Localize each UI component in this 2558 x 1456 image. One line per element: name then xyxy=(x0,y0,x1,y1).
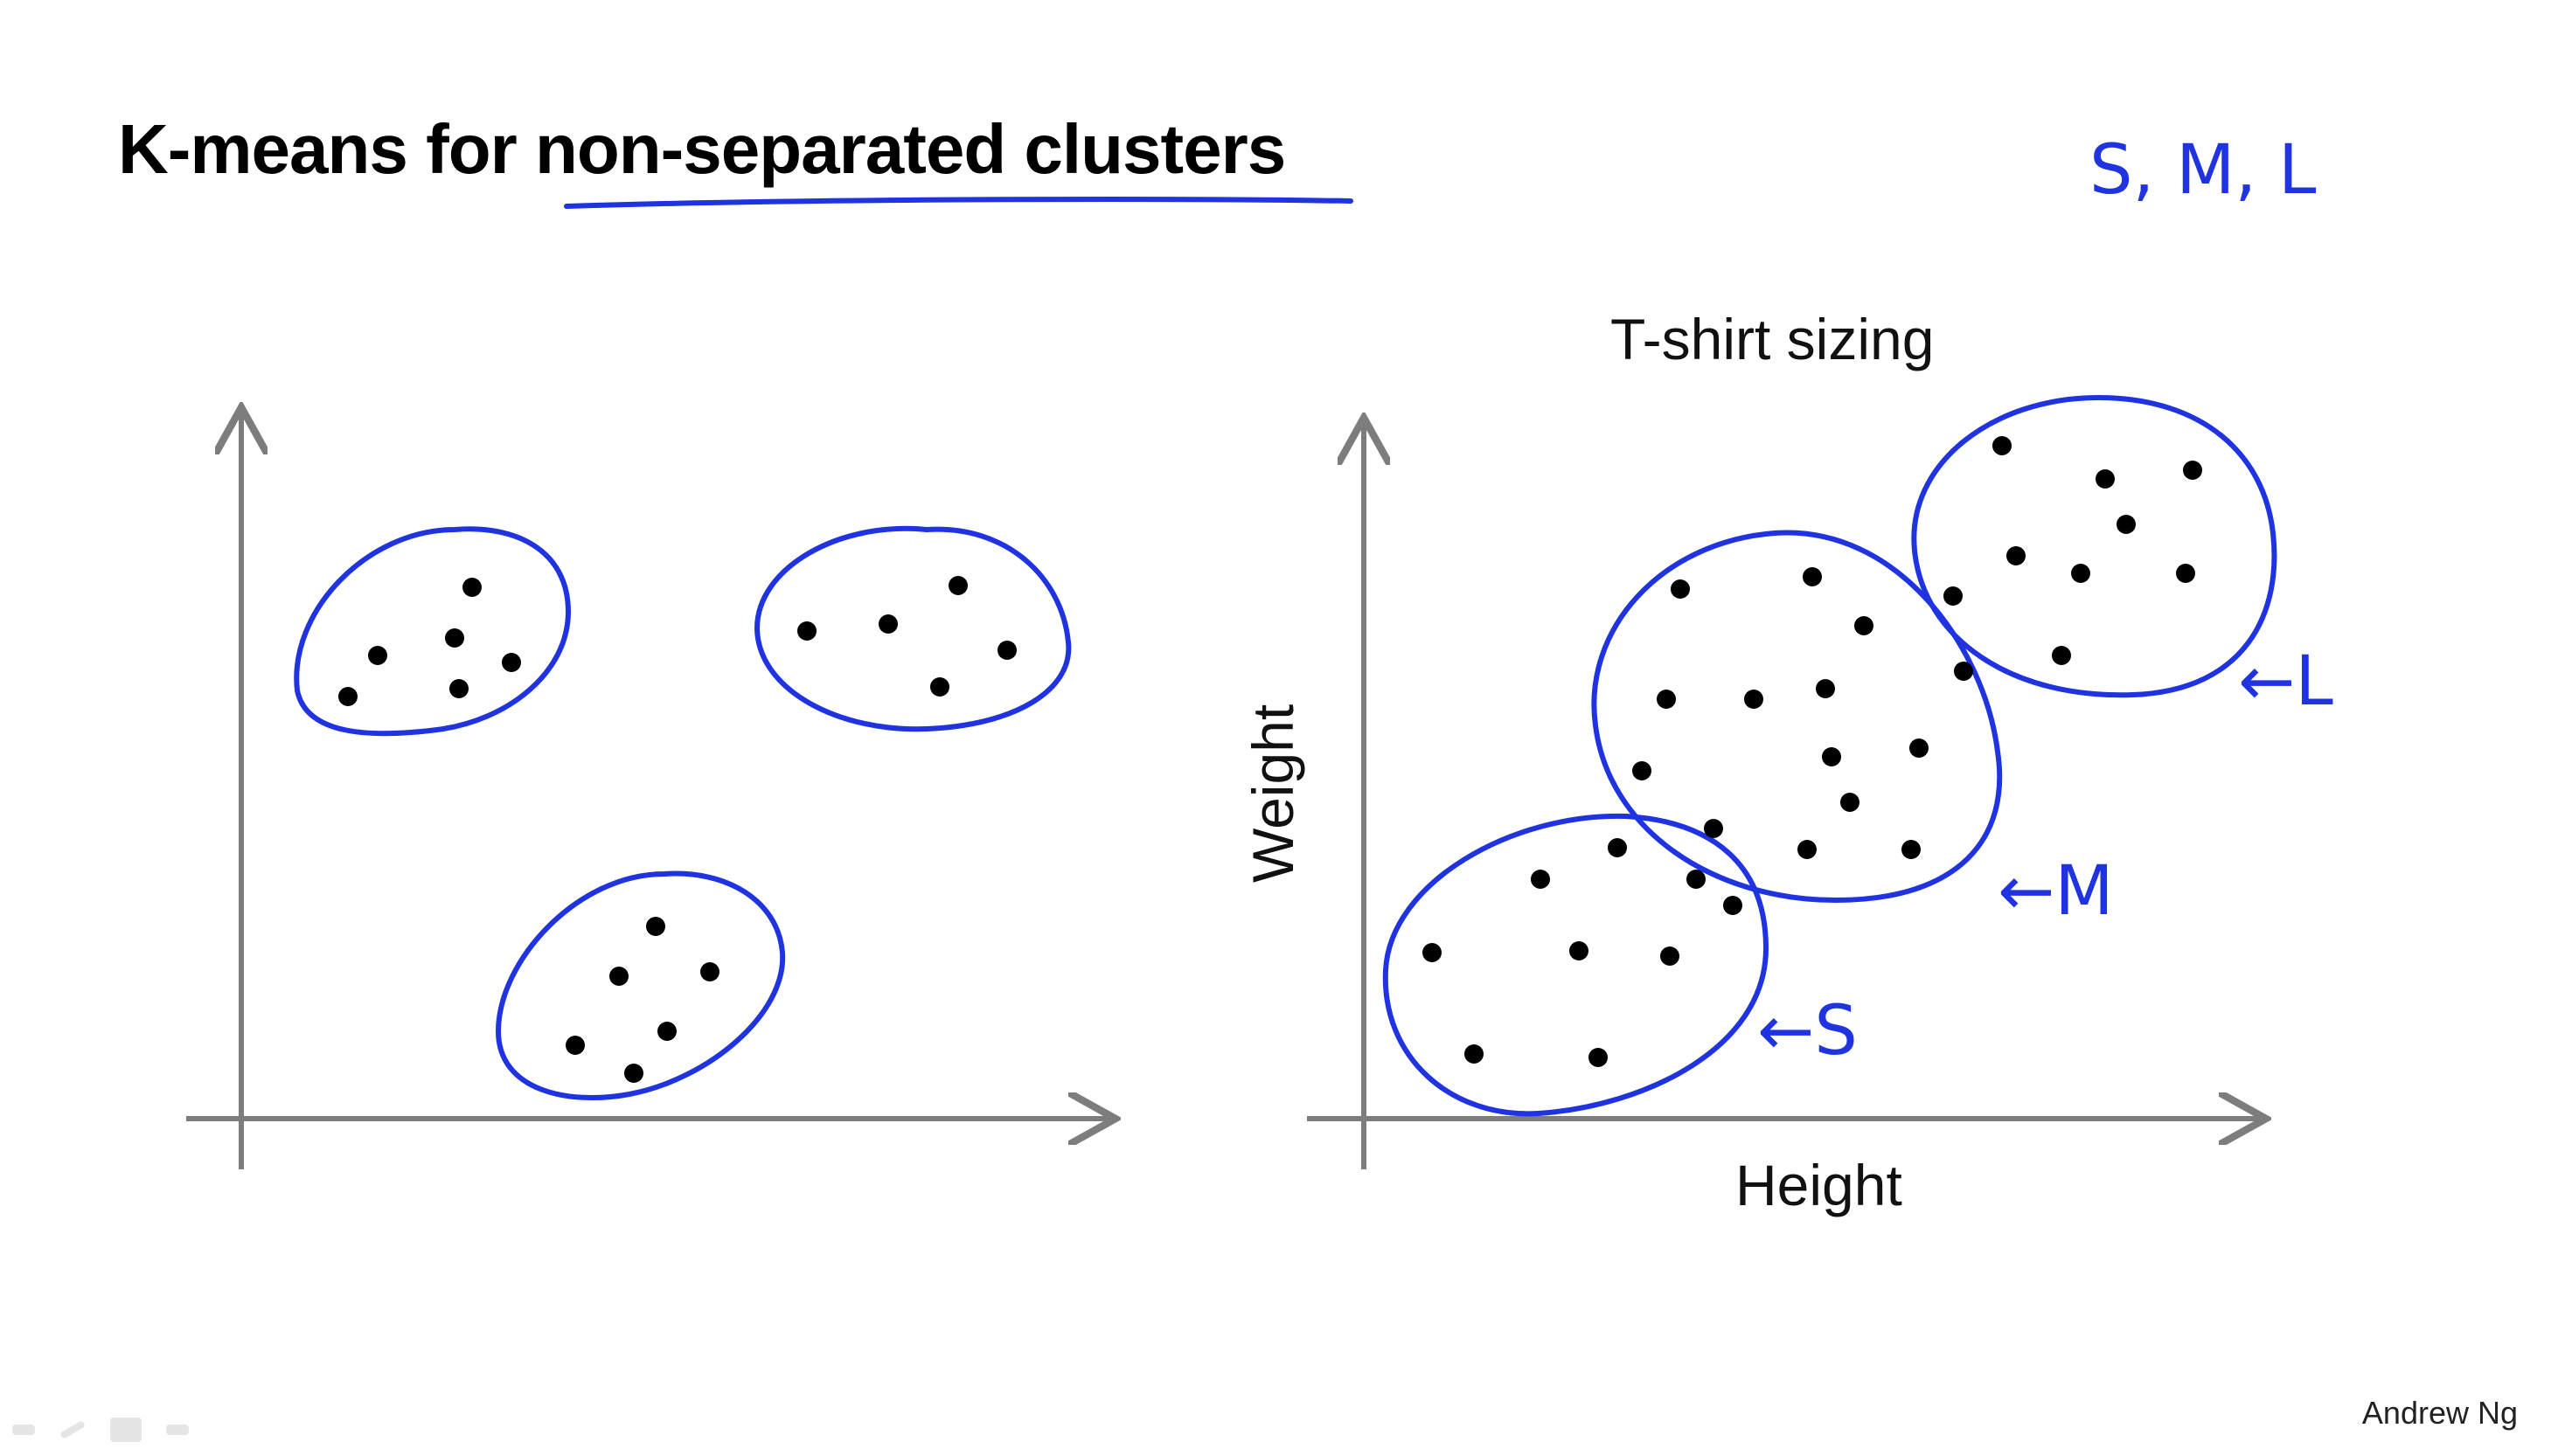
data-point xyxy=(2176,564,2195,583)
data-point xyxy=(445,628,464,648)
x-axis-label-height: Height xyxy=(1735,1153,1902,1217)
data-point xyxy=(1954,662,1973,681)
data-point xyxy=(1797,840,1817,859)
cluster-label-l: ←L xyxy=(2238,642,2333,721)
data-point xyxy=(1943,586,1963,606)
data-point xyxy=(1744,690,1763,709)
data-point xyxy=(1464,1044,1484,1064)
data-point xyxy=(1660,946,1679,966)
data-point xyxy=(1657,690,1676,709)
screen-icon[interactable] xyxy=(110,1418,142,1442)
chart-title-tshirt: T-shirt sizing xyxy=(1610,307,1935,371)
forward-icon[interactable] xyxy=(166,1425,189,1435)
data-point xyxy=(2052,646,2071,665)
data-point xyxy=(1569,941,1588,960)
left-cluster-outline-2 xyxy=(754,525,1072,732)
data-point xyxy=(1723,896,1742,915)
title-underline xyxy=(564,197,1353,209)
data-point xyxy=(657,1022,677,1041)
data-point xyxy=(1840,793,1859,812)
data-point xyxy=(2183,461,2202,480)
cluster-label-m: ←M xyxy=(1998,852,2114,931)
data-point xyxy=(449,679,469,698)
data-point xyxy=(2071,564,2090,583)
data-point xyxy=(2006,546,2026,565)
data-point xyxy=(1992,436,2012,455)
data-point xyxy=(502,653,521,672)
data-point xyxy=(2117,515,2136,534)
data-point xyxy=(1632,761,1651,780)
player-controls xyxy=(0,1404,257,1456)
data-point xyxy=(1803,567,1822,586)
title-emphasis: non-separated clusters xyxy=(534,110,1286,188)
pen-icon[interactable] xyxy=(59,1420,86,1439)
data-point xyxy=(566,1036,585,1055)
data-point xyxy=(368,646,387,665)
data-point xyxy=(997,641,1017,660)
data-point xyxy=(1671,579,1690,599)
title-prefix: K-means for xyxy=(118,110,535,188)
data-point xyxy=(1854,616,1873,635)
data-point xyxy=(879,614,898,634)
left-data-points xyxy=(338,576,1017,1083)
data-point xyxy=(700,962,719,981)
slide-title: K-means for non-separated clusters xyxy=(118,109,1286,190)
data-point xyxy=(462,578,482,597)
left-cluster-outline-1 xyxy=(294,526,572,737)
data-point xyxy=(624,1064,643,1083)
left-cluster-outline-3 xyxy=(495,870,786,1101)
right-cluster-outline-m xyxy=(1591,530,2003,904)
sizes-annotation: S, M, L xyxy=(2089,131,2317,210)
right-cluster-outline-s xyxy=(1382,813,1769,1117)
data-point xyxy=(1608,838,1627,857)
data-point xyxy=(1704,819,1723,838)
data-point xyxy=(609,967,629,986)
right-data-points xyxy=(1422,436,2202,1067)
back-icon[interactable] xyxy=(12,1425,35,1435)
author-credit: Andrew Ng xyxy=(2361,1395,2518,1431)
data-point xyxy=(1588,1048,1608,1067)
data-point xyxy=(797,621,817,641)
data-point xyxy=(1686,870,1706,889)
data-point xyxy=(949,576,968,595)
data-point xyxy=(1816,679,1835,698)
data-point xyxy=(1531,870,1550,889)
right-cluster-outline-l xyxy=(1911,394,2277,698)
data-point xyxy=(1909,738,1929,758)
data-point xyxy=(646,917,665,936)
data-point xyxy=(2096,469,2115,489)
data-point xyxy=(930,677,949,697)
data-point xyxy=(1422,943,1442,962)
data-point xyxy=(1822,747,1841,766)
data-point xyxy=(1901,840,1921,859)
cluster-label-s: ←S xyxy=(1757,992,1858,1071)
data-point xyxy=(338,687,358,706)
